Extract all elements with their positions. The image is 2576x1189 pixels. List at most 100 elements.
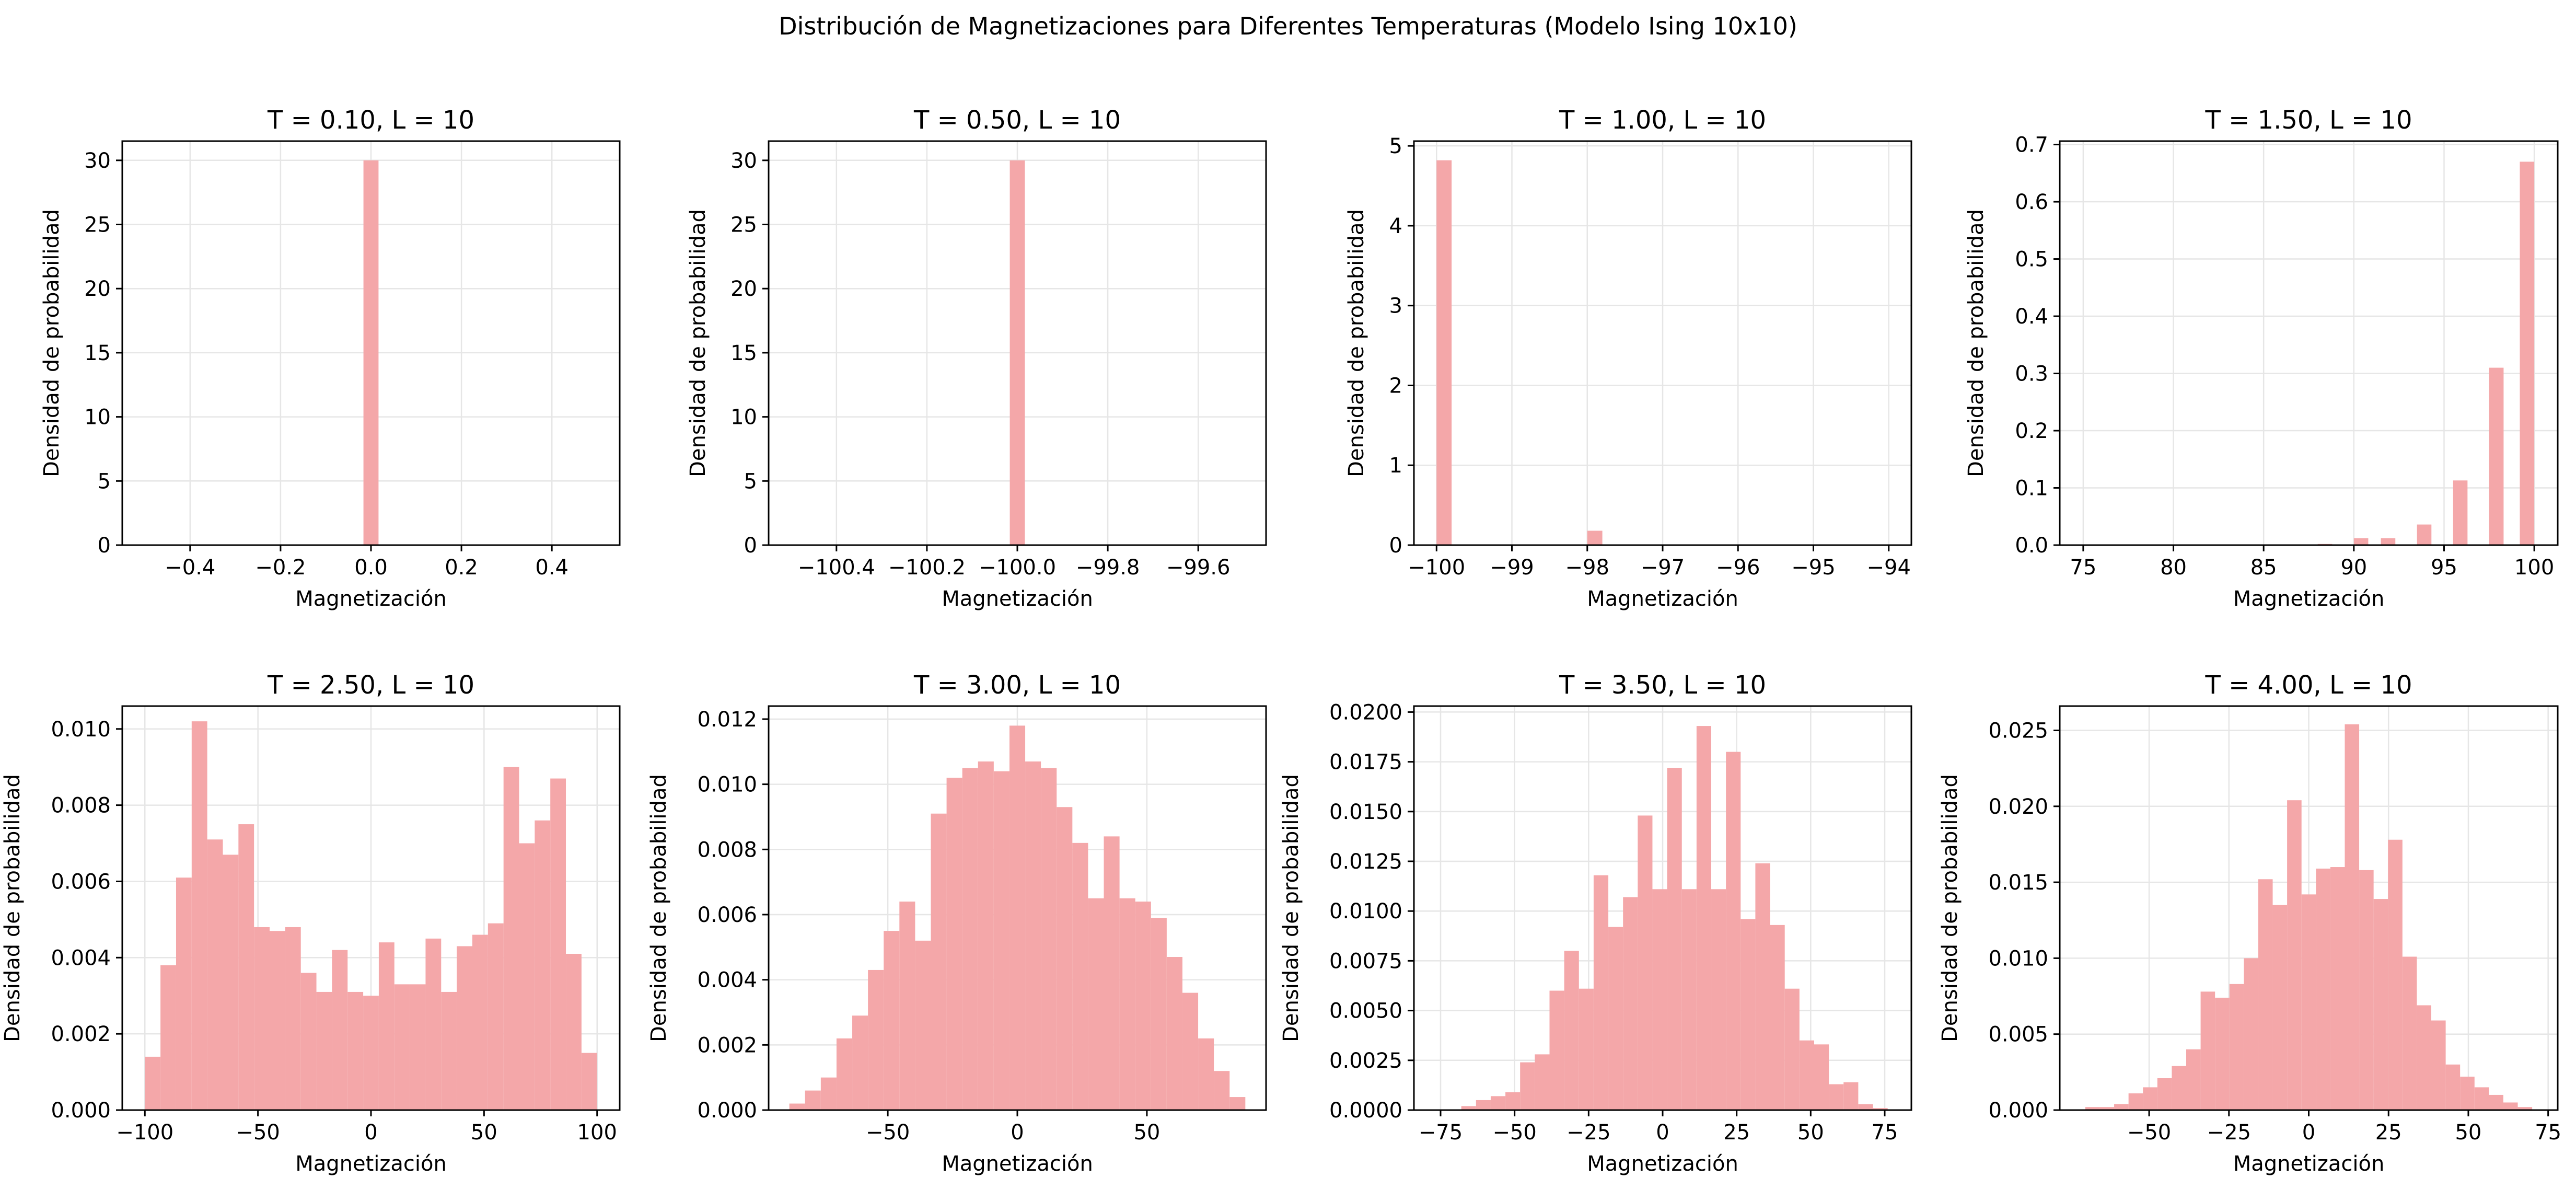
histogram-bar [1119, 898, 1135, 1110]
y-tick-label: 0.0050 [1329, 999, 1402, 1023]
histogram-bar [332, 950, 348, 1110]
histogram-bar [1505, 1092, 1521, 1110]
y-tick-label: 0.0150 [1329, 800, 1402, 824]
subplot-title: T = 3.00, L = 10 [913, 671, 1121, 700]
y-tick-label: 20 [730, 277, 757, 301]
x-tick-label: 0.2 [445, 556, 478, 580]
histogram-bar [207, 839, 223, 1110]
histogram-bar [2474, 1087, 2489, 1110]
y-tick-label: 15 [84, 341, 111, 365]
y-tick-label: 0.000 [1988, 1099, 2048, 1123]
x-tick-label: −100.4 [798, 556, 875, 580]
histogram-bar [1182, 992, 1199, 1110]
x-tick-label: 0 [1011, 1121, 1024, 1145]
x-tick-label: 0 [1656, 1121, 1669, 1145]
histogram-bar [145, 1056, 161, 1110]
histogram-bar [519, 843, 535, 1110]
histogram-bar [2143, 1087, 2157, 1110]
histogram-bar [1608, 927, 1623, 1110]
y-tick-label: 0.025 [1988, 719, 2048, 743]
histogram-bar [566, 954, 582, 1110]
y-tick-label: 1 [1389, 454, 1402, 478]
histogram-bar [884, 931, 900, 1110]
histogram-bar [789, 1103, 805, 1110]
histogram-bar [1726, 752, 1741, 1110]
y-tick-label: 0.008 [697, 838, 757, 862]
y-tick-label: 0.000 [51, 1099, 111, 1123]
histogram-bar [1535, 1054, 1550, 1110]
histogram-bar [2200, 991, 2215, 1110]
y-tick-label: 15 [730, 341, 757, 365]
y-axis-label: Densidad de probabilidad [1, 774, 25, 1042]
histogram-bar [993, 771, 1009, 1110]
histogram-bar [378, 942, 394, 1110]
histogram-bar [441, 991, 457, 1110]
x-axis-label: Magnetización [2233, 587, 2385, 611]
histogram-bar [2520, 161, 2535, 545]
histogram-bar [1587, 530, 1603, 545]
histogram-bar [2157, 1078, 2172, 1110]
histogram-bar [2287, 800, 2302, 1110]
axes-frame [2059, 140, 2559, 546]
histogram-bar [2316, 868, 2330, 1110]
histogram-bar [2373, 899, 2388, 1110]
y-tick-label: 0.2 [2015, 419, 2048, 443]
y-tick-label: 0.3 [2015, 362, 2048, 386]
histogram-bar [1667, 768, 1682, 1110]
figure-title: Distribución de Magnetizaciones para Dif… [779, 12, 1797, 40]
histogram-bar [1829, 1084, 1844, 1110]
histogram-bar [254, 927, 270, 1110]
y-tick-label: 0.000 [697, 1099, 757, 1123]
x-tick-label: −99 [1490, 556, 1534, 580]
histogram-bar [1549, 990, 1564, 1110]
histogram-bar [1784, 988, 1800, 1110]
histogram-bar [899, 902, 915, 1110]
histogram-bar [581, 1053, 597, 1110]
histogram-bar [2353, 538, 2369, 545]
histogram-bar [535, 820, 551, 1110]
histogram-bar [1135, 902, 1151, 1110]
histogram-bar [2460, 1077, 2475, 1110]
y-tick-label: 0 [744, 534, 757, 558]
y-tick-label: 0.0025 [1329, 1049, 1402, 1073]
subplot-1: −0.4 −0.2 0.0 0.2 0.4 0 5 10 15 20 25 30 T = 0.10, L… [40, 106, 621, 611]
subplot-3: −100 −99 −98 −97 −96 −95 −94 0 1 2 3 4 5 T = 1.00, L … [1344, 106, 1912, 611]
y-tick-label: 0.7 [2015, 133, 2048, 157]
histogram-bar [852, 1015, 868, 1110]
y-axis-label: Densidad de probabilidad [647, 774, 671, 1042]
subplot-title: T = 4.00, L = 10 [2205, 671, 2412, 700]
x-tick-label: 0 [364, 1121, 377, 1145]
histogram-bar [2186, 1049, 2201, 1110]
histogram-bar [1770, 925, 1785, 1110]
y-tick-label: 0.0 [2015, 534, 2048, 558]
y-tick-label: 0 [1389, 534, 1402, 558]
histogram-bar [1009, 160, 1025, 545]
y-tick-label: 0.004 [51, 946, 111, 970]
subplot-title: T = 1.00, L = 10 [1559, 106, 1766, 135]
y-tick-label: 25 [730, 213, 757, 237]
y-axis-label: Densidad de probabilidad [1938, 774, 1962, 1042]
histogram-bar [1490, 1096, 1506, 1110]
histogram-bar [2445, 1064, 2461, 1110]
y-tick-label: 0.0100 [1329, 899, 1402, 924]
subplot-5: −100 −50 0 50 100 0.000 0.002 0.004 0.006 0.008 0.… [1, 671, 621, 1176]
x-tick-label: 80 [2160, 556, 2187, 580]
y-tick-label: 20 [84, 277, 111, 301]
histogram-bar [347, 991, 364, 1110]
x-tick-label: −0.2 [255, 556, 306, 580]
histogram-bar [2402, 956, 2417, 1110]
subplot-8: −50 −25 0 25 50 75 0.000 0.005 0.010 0.015 0.020 0.… [1938, 671, 2561, 1176]
histogram-bar [1041, 768, 1057, 1110]
x-tick-label: 75 [1872, 1121, 1898, 1145]
x-axis-label: Magnetización [295, 587, 447, 611]
subplot-2: −100.4 −100.2 −100.0 −99.8 −99.6 0 5 10 15 20 25 30… [686, 106, 1267, 611]
x-tick-label: −100 [116, 1121, 173, 1145]
x-tick-label: 50 [1797, 1121, 1824, 1145]
y-tick-label: 4 [1389, 214, 1402, 238]
y-axis-label: Densidad de probabilidad [686, 209, 710, 477]
y-tick-label: 0.012 [697, 708, 757, 732]
histogram-bar [1696, 726, 1712, 1110]
histogram-bar [1151, 918, 1167, 1110]
histogram-bar [2417, 1005, 2432, 1110]
